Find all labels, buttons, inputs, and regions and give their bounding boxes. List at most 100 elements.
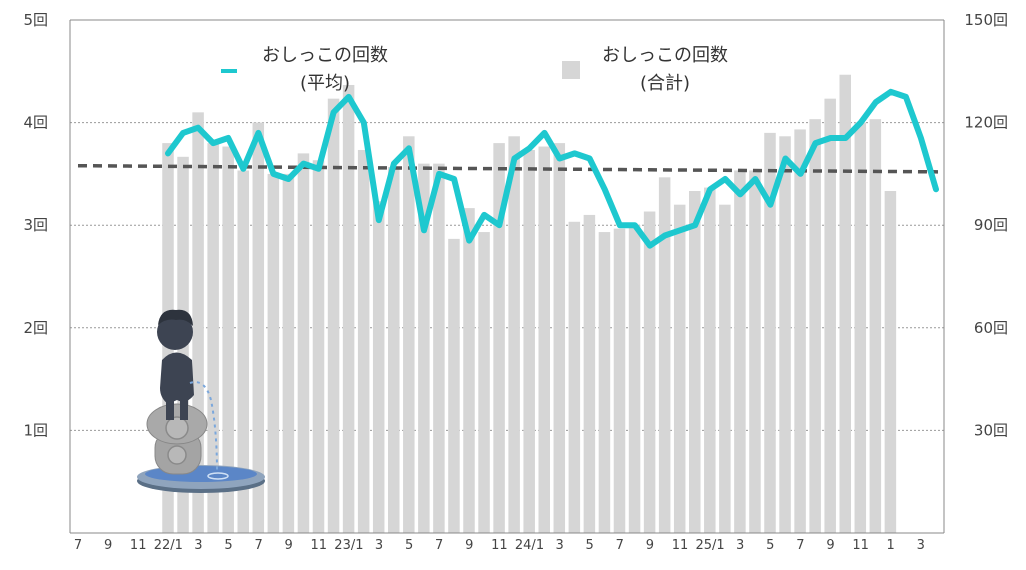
y-left-tick-label: 5回 (23, 11, 48, 29)
x-tick-label: 5 (224, 538, 232, 553)
y-left-tick-label: 1回 (23, 421, 48, 439)
bar (327, 98, 340, 533)
bar (568, 221, 581, 533)
bar (388, 167, 400, 533)
legend-total-sublabel: (合計) (639, 73, 691, 94)
legend-average: おしっこの回数 (平均) (240, 42, 410, 98)
y-right-tick-label: 120回 (964, 114, 1008, 132)
bar (372, 201, 385, 533)
x-tick-label: 3 (917, 538, 925, 553)
fountain-illustration (137, 309, 265, 493)
bar (734, 170, 746, 534)
bar (342, 84, 355, 533)
x-tick-label: 1 (887, 538, 895, 553)
bar (658, 177, 671, 533)
bar (297, 153, 310, 533)
x-tick-label: 9 (104, 538, 112, 553)
line-series-average (165, 88, 939, 249)
bar (493, 143, 505, 533)
x-tick-label: 3 (555, 538, 563, 553)
bar (689, 191, 701, 533)
bar (222, 146, 234, 534)
y-left-tick-label: 3回 (23, 216, 48, 234)
bar (764, 132, 776, 534)
y-right-tick-label: 150回 (964, 11, 1008, 29)
x-axis-ticks: 7 9 11 22/1 3 5 7 9 11 23/1 3 5 7 9 11 24/1 3 5 7 9 11 25/1 3 5… (74, 538, 925, 553)
x-tick-label: 7 (254, 538, 262, 553)
bar (523, 149, 535, 533)
bar (282, 173, 295, 533)
bar (673, 204, 686, 533)
bar (553, 143, 566, 533)
bar (267, 173, 280, 533)
bar (794, 129, 806, 533)
x-tick-label: 11 (491, 538, 508, 553)
x-tick-label: 3 (375, 538, 383, 553)
bar (207, 143, 219, 533)
x-tick-label: 9 (285, 538, 293, 553)
average-line-path (165, 88, 939, 249)
bar-series-total (162, 74, 897, 534)
y-left-tick-label: 4回 (23, 114, 48, 132)
bar (192, 112, 204, 533)
x-tick-label: 25/1 (695, 538, 724, 553)
bar (628, 225, 641, 533)
y-right-tick-label: 30回 (974, 421, 1008, 439)
x-tick-label: 24/1 (515, 538, 544, 553)
bar (854, 122, 867, 533)
y-axis-left-ticks: 1回 2回 3回 4回 5回 (23, 11, 48, 439)
x-tick-label: 22/1 (154, 538, 183, 553)
bar (418, 163, 430, 533)
bar (448, 238, 460, 533)
bar (463, 208, 475, 533)
y-right-tick-label: 90回 (974, 216, 1008, 234)
bar (809, 119, 821, 534)
legend-total-label: おしっこの回数 (602, 45, 728, 66)
legend-total: おしっこの回数 (合計) (580, 42, 750, 98)
bar (312, 160, 325, 533)
bar (643, 211, 656, 533)
bar (403, 136, 415, 533)
bar (433, 163, 445, 533)
legend-average-sublabel: (平均) (299, 73, 351, 94)
x-tick-label: 7 (616, 538, 624, 553)
bar (839, 74, 851, 533)
x-tick-label: 5 (586, 538, 594, 553)
legend-average-swatch (221, 69, 237, 73)
y-axis-right-ticks: 30回 60回 90回 120回 150回 (964, 11, 1008, 439)
bar (779, 136, 791, 533)
axes (69, 19, 945, 534)
bar (749, 170, 761, 534)
trend-line (77, 163, 939, 174)
bar (884, 191, 897, 533)
x-tick-label: 11 (672, 538, 689, 553)
bar (252, 122, 265, 533)
x-tick-label: 3 (194, 538, 202, 553)
bar (613, 228, 626, 533)
y-left-tick-label: 2回 (23, 319, 48, 337)
x-tick-label: 7 (74, 538, 82, 553)
bar (583, 214, 596, 533)
bar (538, 146, 550, 534)
x-tick-label: 3 (736, 538, 744, 553)
trend-line-segment (77, 163, 939, 174)
x-tick-label: 23/1 (334, 538, 363, 553)
x-tick-label: 11 (311, 538, 328, 553)
bar (704, 187, 716, 533)
bar (478, 232, 490, 534)
legend-average-label: おしっこの回数 (262, 45, 388, 66)
x-tick-label: 9 (646, 538, 654, 553)
x-tick-label: 5 (405, 538, 413, 553)
bar (598, 232, 611, 534)
x-tick-label: 7 (435, 538, 443, 553)
x-tick-label: 7 (796, 538, 804, 553)
x-tick-label: 5 (766, 538, 774, 553)
x-tick-label: 11 (852, 538, 869, 553)
y-right-tick-label: 60回 (974, 319, 1008, 337)
x-tick-label: 11 (130, 538, 147, 553)
x-tick-label: 9 (465, 538, 473, 553)
legend-total-swatch (562, 61, 580, 79)
bar (719, 204, 731, 533)
bar (508, 136, 520, 533)
